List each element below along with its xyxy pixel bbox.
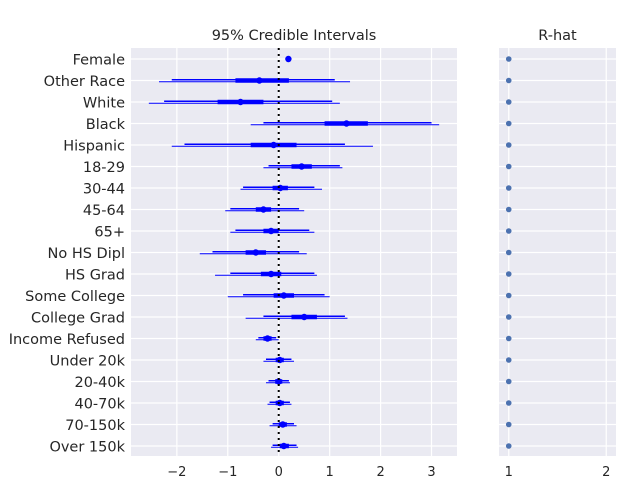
rhat-point xyxy=(505,292,512,299)
rhat-point xyxy=(505,335,512,342)
rhat-point xyxy=(505,163,512,170)
rhat-point xyxy=(505,228,512,234)
rhat-gridlines xyxy=(499,48,616,456)
interval-row xyxy=(225,206,305,213)
credible-intervals-x-ticks: −2 −1 0 1 2 3 xyxy=(167,465,435,480)
interval-row xyxy=(199,249,307,256)
x-tick-label: −2 xyxy=(167,465,186,480)
rhat-point xyxy=(505,185,512,191)
rhat-point xyxy=(505,120,512,127)
category-labels: Female Other Race White Black Hispanic 18-29 3… xyxy=(9,53,126,456)
median-point xyxy=(280,292,288,299)
interval-row xyxy=(265,378,290,385)
x-tick-label: 1 xyxy=(505,465,513,480)
category-label: 18-29 xyxy=(83,160,125,176)
credible-intervals-panel: −2 −1 0 1 2 3 Female Other Race White Black Hispa… xyxy=(9,28,457,480)
median-point xyxy=(279,421,286,428)
x-tick-label: 2 xyxy=(602,465,610,480)
category-label: 45-64 xyxy=(83,203,125,219)
interval-row xyxy=(171,141,373,149)
category-label: College Grad xyxy=(31,311,125,327)
median-point xyxy=(275,378,282,385)
interval-row xyxy=(215,270,317,278)
median-point xyxy=(285,55,292,63)
category-label: HS Grad xyxy=(65,268,125,284)
median-point xyxy=(276,356,283,364)
median-point xyxy=(260,206,267,213)
median-point xyxy=(252,249,259,256)
median-point xyxy=(270,141,277,149)
rhat-point xyxy=(505,271,512,277)
rhat-point xyxy=(505,206,512,213)
rhat-point xyxy=(505,421,512,428)
category-label: 65+ xyxy=(94,225,125,241)
interval-row xyxy=(148,98,340,106)
interval-row xyxy=(271,442,299,450)
rhat-point xyxy=(505,357,512,363)
interval-row xyxy=(159,77,351,84)
median-point xyxy=(264,335,271,342)
rhat-point xyxy=(505,249,512,256)
median-point xyxy=(280,442,288,450)
median-point xyxy=(237,98,244,106)
credible-intervals-title: 95% Credible Intervals xyxy=(212,28,377,44)
rhat-point xyxy=(505,400,512,406)
interval-row xyxy=(267,399,292,407)
category-label: 30-44 xyxy=(83,182,125,198)
median-point xyxy=(276,399,283,407)
category-label: Female xyxy=(73,53,126,69)
interval-row xyxy=(263,163,343,170)
x-tick-label: 2 xyxy=(376,465,384,480)
category-label: White xyxy=(83,96,125,112)
interval-row xyxy=(245,313,348,321)
median-point xyxy=(298,163,305,170)
interval-row xyxy=(269,421,297,428)
x-tick-label: 3 xyxy=(427,465,435,480)
category-label: Under 20k xyxy=(50,354,126,370)
rhat-point xyxy=(505,77,512,84)
rhat-points xyxy=(505,56,512,449)
median-point xyxy=(267,227,275,235)
x-tick-label: −1 xyxy=(218,465,237,480)
rhat-point xyxy=(505,56,512,62)
rhat-point xyxy=(505,142,512,148)
category-label: Income Refused xyxy=(9,332,125,348)
interval-row xyxy=(250,120,440,127)
rhat-point xyxy=(505,99,512,105)
rhat-point xyxy=(505,443,512,449)
x-tick-label: 0 xyxy=(275,465,283,480)
interval-row xyxy=(285,55,292,63)
median-point xyxy=(267,270,275,278)
interval-row xyxy=(227,292,330,299)
interval-row xyxy=(255,335,279,342)
category-label: 70-150k xyxy=(65,418,125,434)
x-tick-label: 1 xyxy=(326,465,334,480)
category-label: Other Race xyxy=(44,74,125,90)
median-point xyxy=(300,313,308,321)
category-label: 20-40k xyxy=(74,375,125,391)
interval-row xyxy=(230,227,315,235)
median-point xyxy=(256,77,263,84)
category-label: Some College xyxy=(25,289,125,305)
category-label: 40-70k xyxy=(74,397,125,413)
rhat-point xyxy=(505,314,512,320)
rhat-point xyxy=(505,378,512,385)
category-label: Hispanic xyxy=(63,139,125,155)
category-label: Over 150k xyxy=(49,440,125,456)
credible-intervals-marks xyxy=(148,55,440,450)
category-label: No HS Dipl xyxy=(48,246,125,262)
median-point xyxy=(343,120,350,127)
category-label: Black xyxy=(86,117,126,133)
rhat-title: R-hat xyxy=(538,28,577,44)
